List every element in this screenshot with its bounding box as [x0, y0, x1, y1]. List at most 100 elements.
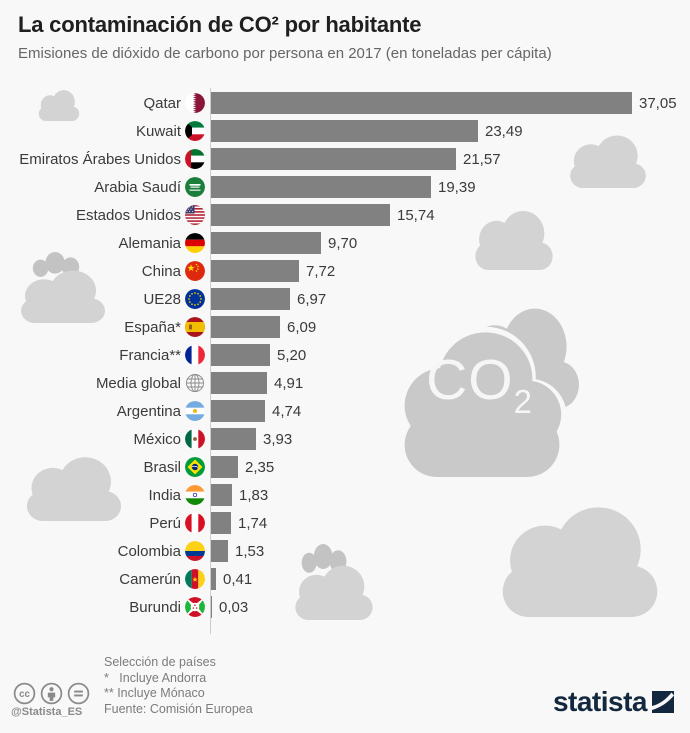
bar-track: 4,91: [211, 372, 690, 394]
cc-icon: cc: [13, 682, 36, 705]
bar-track: 6,09: [211, 316, 690, 338]
bar: [211, 484, 232, 506]
bar-row: España* 6,09: [0, 313, 690, 341]
country-label: Media global: [95, 374, 181, 392]
bar-track: 37,05: [211, 92, 690, 114]
value-label: 6,97: [297, 290, 327, 308]
value-label: 0,41: [223, 570, 253, 588]
flag-saudi-icon: [185, 177, 205, 197]
flag-usa-icon: [185, 205, 205, 225]
license-icons: cc: [13, 682, 90, 705]
footnote-source: Fuente: Comisión Europea: [104, 701, 253, 716]
value-label: 37,05: [639, 94, 677, 112]
bar-row: Media global 4,91: [0, 369, 690, 397]
country-label: Estados Unidos: [75, 206, 181, 224]
value-label: 19,39: [438, 178, 476, 196]
bar-track: 1,83: [211, 484, 690, 506]
flag-globe-icon: [185, 373, 205, 393]
bar-row: Colombia 1,53: [0, 537, 690, 565]
value-label: 7,72: [306, 262, 336, 280]
value-label: 0,03: [219, 598, 249, 616]
bar-chart: Qatar 37,05 Kuwait 23,49 Emiratos Árabes…: [0, 89, 690, 621]
flag-uae-icon: [185, 149, 205, 169]
bar-row: Kuwait 23,49: [0, 117, 690, 145]
flag-spain-icon: [185, 317, 205, 337]
bar: [211, 316, 280, 338]
bar: [211, 456, 238, 478]
flag-colombia-icon: [185, 541, 205, 561]
country-label: UE28: [143, 290, 181, 308]
value-label: 21,57: [463, 150, 501, 168]
bar-track: 15,74: [211, 204, 690, 226]
value-label: 4,91: [274, 374, 304, 392]
flag-argentina-icon: [185, 401, 205, 421]
value-label: 6,09: [287, 318, 317, 336]
bar-row: Burundi 0,03: [0, 593, 690, 621]
statista-wordmark: statista: [552, 686, 648, 717]
country-label: India: [148, 486, 181, 504]
statista-logo-icon: [652, 691, 674, 713]
flag-brazil-icon: [185, 457, 205, 477]
bar-track: 0,03: [211, 596, 690, 618]
bar-row: México 3,93: [0, 425, 690, 453]
bar: [211, 232, 321, 254]
value-label: 9,70: [328, 234, 358, 252]
bar-row: Arabia Saudí 19,39: [0, 173, 690, 201]
chart-title: La contaminación de CO² por habitante: [18, 12, 422, 37]
bar: [211, 428, 256, 450]
flag-china-icon: [185, 261, 205, 281]
bar-row: Estados Unidos 15,74: [0, 201, 690, 229]
bar-row: China 7,72: [0, 257, 690, 285]
flag-mexico-icon: [185, 429, 205, 449]
svg-text:cc: cc: [19, 689, 30, 700]
cc-by-icon: [40, 682, 63, 705]
country-label: México: [133, 430, 181, 448]
country-label: España*: [124, 318, 181, 336]
flag-germany-icon: [185, 233, 205, 253]
bar-track: 23,49: [211, 120, 690, 142]
bar-track: 21,57: [211, 148, 690, 170]
country-label: Brasil: [143, 458, 181, 476]
bar: [211, 400, 265, 422]
bar-track: 3,93: [211, 428, 690, 450]
bar-row: Camerún 0,41: [0, 565, 690, 593]
country-label: Emiratos Árabes Unidos: [19, 150, 181, 168]
value-label: 1,83: [239, 486, 269, 504]
bar: [211, 512, 231, 534]
footnote-monaco: ** Incluye Mónaco: [104, 686, 205, 700]
statista-logo: statista: [553, 686, 674, 718]
value-label: 3,93: [263, 430, 293, 448]
country-label: Perú: [149, 514, 181, 532]
bar-track: 6,97: [211, 288, 690, 310]
bar: [211, 120, 478, 142]
bar-track: 7,72: [211, 260, 690, 282]
bar-row: Brasil 2,35: [0, 453, 690, 481]
value-label: 23,49: [485, 122, 523, 140]
bar-row: Alemania 9,70: [0, 229, 690, 257]
footnote-selection: Selección de países: [104, 655, 216, 669]
country-label: Camerún: [119, 570, 181, 588]
value-label: 4,74: [272, 402, 302, 420]
bar: [211, 540, 228, 562]
footnotes: Selección de países * Incluye Andorra **…: [104, 655, 253, 717]
bar-track: 9,70: [211, 232, 690, 254]
bar-row: Qatar 37,05: [0, 89, 690, 117]
footnote-andorra: * Incluye Andorra: [104, 670, 207, 685]
bar-track: 1,53: [211, 540, 690, 562]
country-label: Colombia: [117, 542, 181, 560]
value-label: 2,35: [245, 458, 275, 476]
bar-row: Emiratos Árabes Unidos 21,57: [0, 145, 690, 173]
country-label: Kuwait: [135, 122, 181, 140]
flag-qatar-icon: [185, 93, 205, 113]
country-label: Francia**: [119, 346, 181, 364]
country-label: Argentina: [116, 402, 181, 420]
bar-track: 5,20: [211, 344, 690, 366]
flag-peru-icon: [185, 513, 205, 533]
bar: [211, 176, 431, 198]
country-label: Arabia Saudí: [94, 178, 181, 196]
bar: [211, 92, 632, 114]
bar-track: 1,74: [211, 512, 690, 534]
country-label: Alemania: [118, 234, 181, 252]
twitter-handle: @Statista_ES: [11, 706, 83, 718]
header: La contaminación de CO² por habitante Em…: [18, 12, 552, 62]
